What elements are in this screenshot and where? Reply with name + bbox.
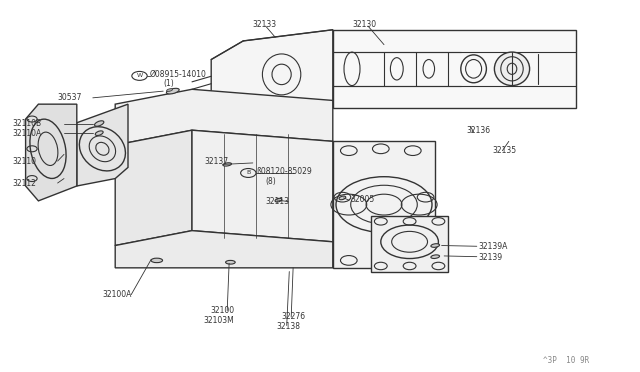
Text: 32276: 32276 [282,312,306,321]
Polygon shape [192,130,333,242]
Polygon shape [77,104,128,186]
Ellipse shape [431,244,440,247]
Text: Ø08915-14010: Ø08915-14010 [150,70,207,79]
Ellipse shape [431,255,440,259]
Text: ^3P  10 9R: ^3P 10 9R [543,356,589,365]
Ellipse shape [494,52,530,86]
Ellipse shape [275,198,282,202]
Text: 32139A: 32139A [479,242,508,251]
Text: 32138: 32138 [276,322,301,331]
Text: 32100: 32100 [210,306,234,315]
Text: (8): (8) [266,177,276,186]
Text: 32110: 32110 [13,157,36,166]
Polygon shape [115,130,192,246]
Polygon shape [371,216,448,272]
Text: 32137: 32137 [205,157,229,166]
Text: 32100A: 32100A [102,290,132,299]
Ellipse shape [166,88,179,94]
Text: 32112: 32112 [13,179,36,187]
Polygon shape [333,30,576,108]
Polygon shape [115,89,333,145]
Ellipse shape [223,163,232,166]
Text: ß08120-85029: ß08120-85029 [256,167,312,176]
Text: 32136: 32136 [466,126,490,135]
Text: W: W [136,73,143,78]
Ellipse shape [151,258,163,263]
Text: 32130: 32130 [352,20,376,29]
Polygon shape [26,104,77,201]
Text: 32110A: 32110A [13,129,42,138]
Polygon shape [333,141,435,268]
Text: 32139: 32139 [479,253,503,262]
Ellipse shape [95,121,104,126]
Ellipse shape [95,131,103,135]
Text: 32135: 32135 [493,146,517,155]
Ellipse shape [225,260,236,264]
Ellipse shape [166,89,173,92]
Text: 32103M: 32103M [204,316,234,325]
Text: 32113: 32113 [266,197,289,206]
Polygon shape [211,30,333,119]
Text: B: B [246,170,250,176]
Text: 32005: 32005 [351,195,375,203]
Text: 30537: 30537 [58,93,82,102]
Ellipse shape [339,196,346,200]
Text: (1): (1) [164,79,175,88]
Text: 32110B: 32110B [13,119,42,128]
Text: 32133: 32133 [253,20,277,29]
Polygon shape [115,231,333,268]
